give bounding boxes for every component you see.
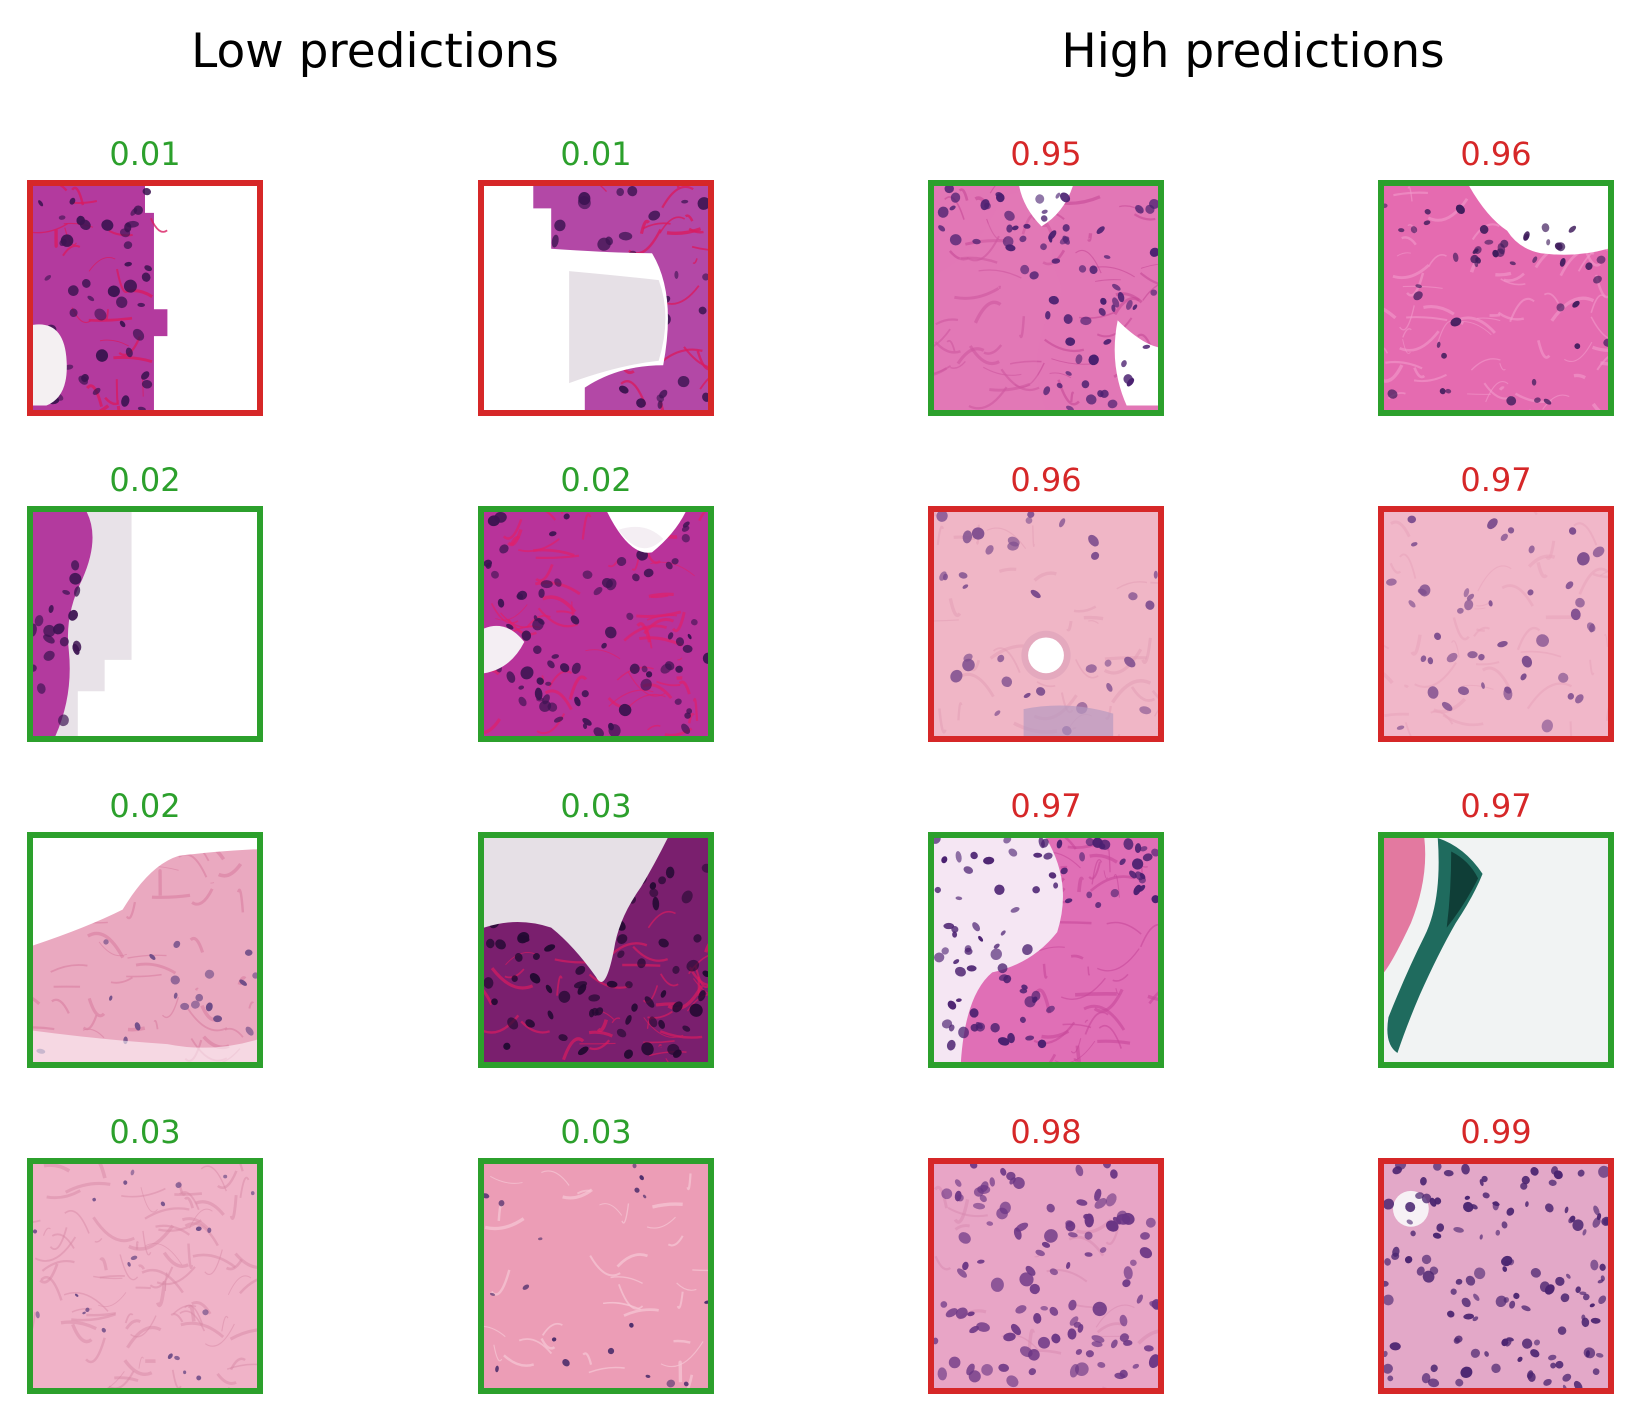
- tissue-image: [33, 838, 257, 1062]
- tissue-patch: [1378, 832, 1614, 1068]
- tissue-patch: [1378, 1158, 1614, 1394]
- tissue-image: [1384, 1164, 1608, 1388]
- prediction-score: 0.97: [1460, 787, 1532, 825]
- prediction-score: 0.95: [1010, 135, 1082, 173]
- prediction-score: 0.98: [1010, 1113, 1082, 1151]
- low-predictions-title: Low predictions: [191, 24, 559, 79]
- high-prediction-tile-3: 0.96: [928, 455, 1164, 742]
- high-prediction-tile-8: 0.99: [1378, 1107, 1614, 1394]
- prediction-score: 0.97: [1460, 461, 1532, 499]
- tissue-patch: [928, 832, 1164, 1068]
- tissue-patch: [478, 832, 714, 1068]
- tissue-image: [484, 186, 708, 410]
- tissue-image: [484, 512, 708, 736]
- low-prediction-tile-8: 0.03: [478, 1107, 714, 1394]
- prediction-score: 0.02: [109, 787, 181, 825]
- prediction-score: 0.96: [1460, 135, 1532, 173]
- low-prediction-tile-3: 0.02: [27, 455, 263, 742]
- low-prediction-tile-4: 0.02: [478, 455, 714, 742]
- low-prediction-tile-1: 0.01: [27, 129, 263, 416]
- high-prediction-tile-5: 0.97: [928, 781, 1164, 1068]
- tissue-image: [934, 512, 1158, 736]
- low-prediction-tile-5: 0.02: [27, 781, 263, 1068]
- high-prediction-tile-4: 0.97: [1378, 455, 1614, 742]
- tissue-image: [33, 1164, 257, 1388]
- tissue-patch: [27, 1158, 263, 1394]
- prediction-score: 0.02: [560, 461, 632, 499]
- tissue-patch: [1378, 506, 1614, 742]
- prediction-score: 0.99: [1460, 1113, 1532, 1151]
- prediction-score: 0.03: [560, 1113, 632, 1151]
- tissue-image: [33, 512, 257, 736]
- tissue-image: [934, 838, 1158, 1062]
- tissue-image: [934, 1164, 1158, 1388]
- tissue-image: [1384, 186, 1608, 410]
- tissue-image: [484, 1164, 708, 1388]
- tissue-image: [1384, 512, 1608, 736]
- tissue-image: [934, 186, 1158, 410]
- tissue-patch: [928, 1158, 1164, 1394]
- prediction-score: 0.97: [1010, 787, 1082, 825]
- high-prediction-tile-6: 0.97: [1378, 781, 1614, 1068]
- tissue-image: [484, 838, 708, 1062]
- tissue-patch: [478, 180, 714, 416]
- tissue-patch: [27, 832, 263, 1068]
- low-prediction-tile-7: 0.03: [27, 1107, 263, 1394]
- tissue-patch: [928, 180, 1164, 416]
- tissue-patch: [928, 506, 1164, 742]
- low-prediction-tile-6: 0.03: [478, 781, 714, 1068]
- high-prediction-tile-2: 0.96: [1378, 129, 1614, 416]
- tissue-patch: [478, 506, 714, 742]
- tissue-patch: [27, 180, 263, 416]
- tissue-patch: [27, 506, 263, 742]
- prediction-score: 0.01: [560, 135, 632, 173]
- prediction-score: 0.03: [109, 1113, 181, 1151]
- tissue-image: [1384, 838, 1608, 1062]
- prediction-score: 0.96: [1010, 461, 1082, 499]
- tissue-patch: [1378, 180, 1614, 416]
- prediction-score: 0.03: [560, 787, 632, 825]
- low-prediction-tile-2: 0.01: [478, 129, 714, 416]
- prediction-score: 0.02: [109, 461, 181, 499]
- high-predictions-title: High predictions: [1061, 24, 1445, 79]
- high-prediction-tile-7: 0.98: [928, 1107, 1164, 1394]
- prediction-score: 0.01: [109, 135, 181, 173]
- tissue-image: [33, 186, 257, 410]
- high-prediction-tile-1: 0.95: [928, 129, 1164, 416]
- tissue-patch: [478, 1158, 714, 1394]
